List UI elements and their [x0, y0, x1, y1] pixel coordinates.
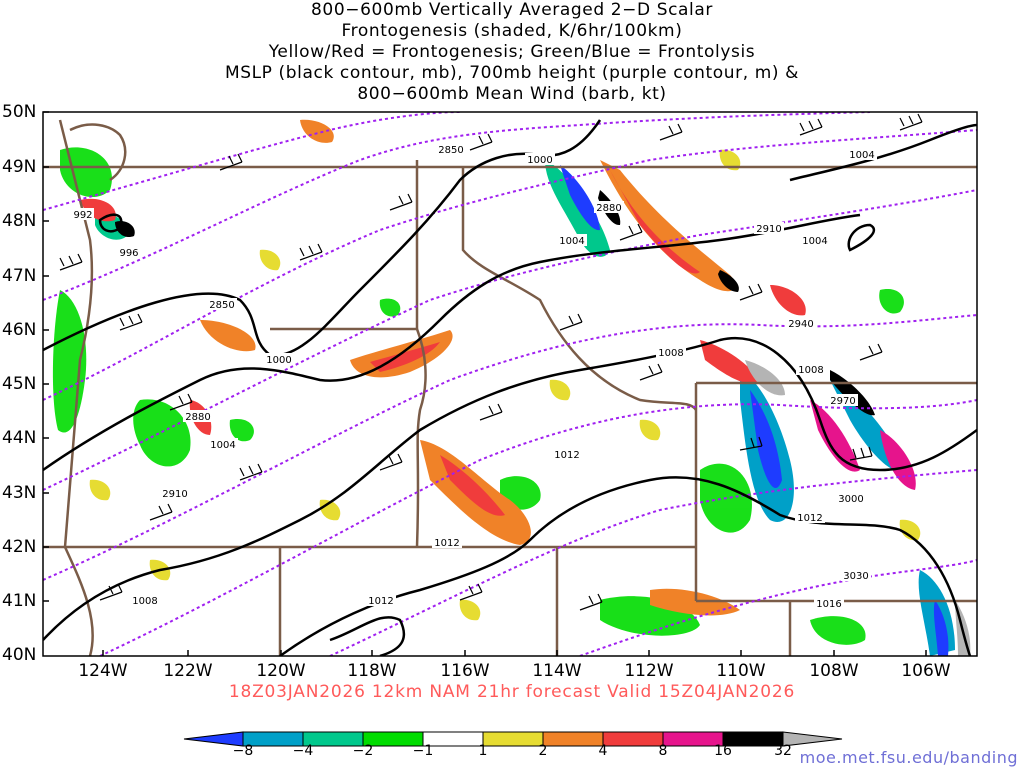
colorbar — [183, 731, 843, 747]
lat-label-49n: 49N — [2, 157, 37, 177]
lat-label-44n: 44N — [2, 428, 37, 448]
lon-label-124w: 124W — [78, 661, 128, 681]
mslp-label-text: 1016 — [816, 599, 841, 610]
title-line-3: Yellow/Red = Frontogenesis; Green/Blue =… — [268, 42, 756, 62]
lon-label-108w: 108W — [809, 661, 859, 681]
height-label-text: 2970 — [830, 396, 855, 407]
height-contours — [43, 112, 977, 656]
lon-label-112w: 112W — [624, 661, 674, 681]
mslp-label-text: 1012 — [797, 513, 822, 524]
lat-label-48n: 48N — [2, 211, 37, 231]
lat-label-43n: 43N — [2, 483, 37, 503]
mslp-label-1012d: 1012 — [366, 594, 396, 607]
mslp-label-text: 1008 — [798, 365, 823, 376]
lon-label-122w: 122W — [163, 661, 213, 681]
mslp-label-992: 992 — [72, 208, 94, 221]
height-label-2880a: 2880 — [594, 201, 624, 214]
colorbar-label: −8 — [232, 743, 254, 759]
mslp-label-text: 1004 — [802, 236, 827, 247]
colorbar-label: 8 — [658, 743, 668, 759]
mslp-label-text: 1008 — [658, 348, 683, 359]
mslp-label-text: 1004 — [849, 150, 874, 161]
height-label-text: 2910 — [162, 489, 187, 500]
height-label-2850a: 2850 — [436, 143, 466, 156]
mslp-label-text: 1012 — [368, 596, 393, 607]
height-label-2940: 2940 — [786, 317, 816, 330]
lat-label-45n: 45N — [2, 374, 37, 394]
lat-label-47n: 47N — [2, 266, 37, 286]
height-label-text: 3000 — [838, 494, 863, 505]
mslp-label-1000a: 1000 — [525, 153, 555, 166]
height-label-text: 3030 — [843, 571, 868, 582]
height-label-2880b: 2880 — [183, 410, 213, 423]
mslp-label-1004d: 1004 — [208, 438, 238, 451]
mslp-label-1004b: 1004 — [557, 234, 587, 247]
forecast-valid-time: 18Z03JAN2026 12km NAM 21hr forecast Vali… — [228, 682, 796, 702]
lat-label-50n: 50N — [2, 102, 37, 122]
lat-label-42n: 42N — [2, 537, 37, 557]
source-link[interactable]: moe.met.fsu.edu/banding — [799, 748, 1018, 767]
colorbar-label: −2 — [352, 743, 374, 759]
mslp-label-1012b: 1012 — [795, 511, 825, 524]
mslp-label-text: 1012 — [554, 450, 579, 461]
mslp-label-1012c: 1012 — [432, 536, 462, 549]
mslp-label-1008b: 1008 — [796, 363, 826, 376]
height-label-3030: 3030 — [841, 569, 871, 582]
title-line-5: 800−600mb Mean Wind (barb, kt) — [357, 84, 667, 104]
mslp-label-text: 1000 — [527, 155, 552, 166]
lat-label-46n: 46N — [2, 320, 37, 340]
lat-label-40n: 40N — [2, 645, 37, 665]
mslp-label-text: 992 — [73, 210, 92, 221]
colorbar-label: 1 — [478, 743, 488, 759]
mslp-label-1016: 1016 — [814, 597, 844, 610]
height-label-text: 2850 — [209, 300, 234, 311]
lon-label-120w: 120W — [256, 661, 306, 681]
lon-label-114w: 114W — [532, 661, 582, 681]
mslp-label-text: 996 — [119, 248, 138, 259]
title-line-1: 800−600mb Vertically Averaged 2−D Scalar — [311, 0, 713, 20]
colorbar-label: 4 — [598, 743, 608, 759]
height-label-3000: 3000 — [836, 492, 866, 505]
lon-label-106w: 106W — [901, 661, 951, 681]
height-label-text: 2910 — [756, 224, 781, 235]
height-label-2910a: 2910 — [754, 222, 784, 235]
height-label-2970: 2970 — [828, 394, 858, 407]
wind-barbs — [59, 113, 923, 611]
height-label-2850b: 2850 — [207, 298, 237, 311]
colorbar-label: −4 — [292, 743, 314, 759]
height-label-2910b: 2910 — [160, 487, 190, 500]
mslp-label-text: 1004 — [210, 440, 235, 451]
colorbar-label: 32 — [774, 743, 792, 759]
title-line-4: MSLP (black contour, mb), 700mb height (… — [224, 63, 800, 83]
lon-label-116w: 116W — [440, 661, 490, 681]
mslp-label-1000b: 1000 — [264, 353, 294, 366]
lat-label-41n: 41N — [2, 591, 37, 611]
height-label-text: 2850 — [438, 145, 463, 156]
height-label-text: 2940 — [788, 319, 813, 330]
lon-label-118w: 118W — [347, 661, 397, 681]
colorbar-label: 16 — [714, 743, 732, 759]
mslp-label-text: 1000 — [266, 355, 291, 366]
lon-label-110w: 110W — [716, 661, 766, 681]
contour-labels: 1000 1004 1004 1004 1004 1008 1008 1012 … — [72, 143, 877, 610]
mslp-label-text: 1004 — [559, 236, 584, 247]
title-line-2: Frontogenesis (shaded, K/6hr/100km) — [341, 21, 683, 41]
mslp-label-1008c: 1008 — [130, 594, 160, 607]
colorbar-label: −1 — [412, 743, 434, 759]
height-label-text: 2880 — [185, 412, 210, 423]
mslp-label-1004c: 1004 — [800, 234, 830, 247]
colorbar-label: 2 — [538, 743, 548, 759]
mslp-label-996: 996 — [118, 246, 140, 259]
height-label-text: 2880 — [596, 203, 621, 214]
axis-ticks — [43, 111, 927, 656]
mslp-label-1008a: 1008 — [656, 346, 686, 359]
mslp-label-text: 1012 — [434, 538, 459, 549]
map-title: 800−600mb Vertically Averaged 2−D Scalar… — [0, 0, 1024, 105]
mslp-label-text: 1008 — [132, 596, 157, 607]
mslp-label-1012a: 1012 — [552, 448, 582, 461]
mslp-label-1004a: 1004 — [847, 148, 877, 161]
